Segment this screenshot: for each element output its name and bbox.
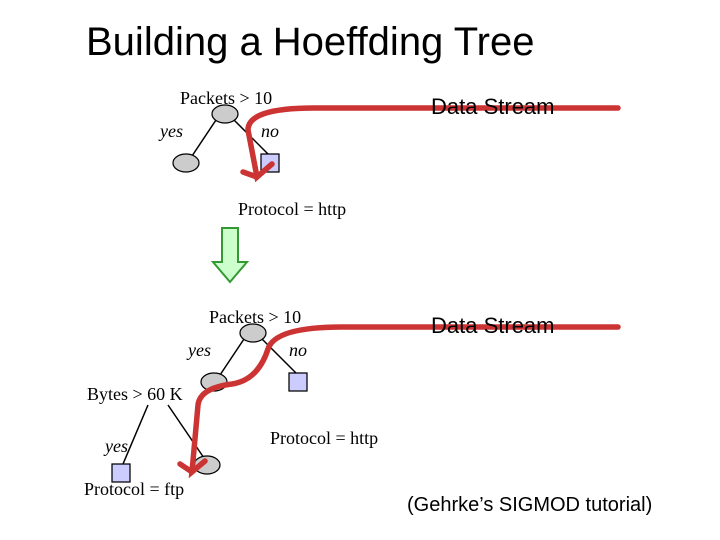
- datastream-label-1: Data Stream: [431, 94, 555, 120]
- no-label-2: no: [289, 340, 307, 361]
- yes-label-3: yes: [105, 436, 128, 457]
- protocol-http-label-1: Protocol = http: [238, 199, 346, 220]
- tree1-left-leaf: [173, 154, 199, 172]
- yes-label-2: yes: [188, 340, 211, 361]
- slide-title: Building a Hoeffding Tree: [86, 20, 534, 65]
- transition-down-arrow: [213, 228, 247, 282]
- bytes-label: Bytes > 60 K: [87, 384, 183, 405]
- protocol-ftp-label: Protocol = ftp: [84, 479, 184, 500]
- credit-label: (Gehrke’s SIGMOD tutorial): [407, 494, 652, 517]
- tree2-right-leaf: [289, 373, 307, 391]
- packets-label-2: Packets > 10: [209, 307, 301, 328]
- yes-label-1: yes: [160, 121, 183, 142]
- datastream-label-2: Data Stream: [431, 313, 555, 339]
- diagram-svg: [0, 0, 720, 540]
- packets-label-1: Packets > 10: [180, 88, 272, 109]
- no-label-1: no: [261, 121, 279, 142]
- stream2-arrow: [192, 327, 618, 472]
- protocol-http-label-2: Protocol = http: [270, 428, 378, 449]
